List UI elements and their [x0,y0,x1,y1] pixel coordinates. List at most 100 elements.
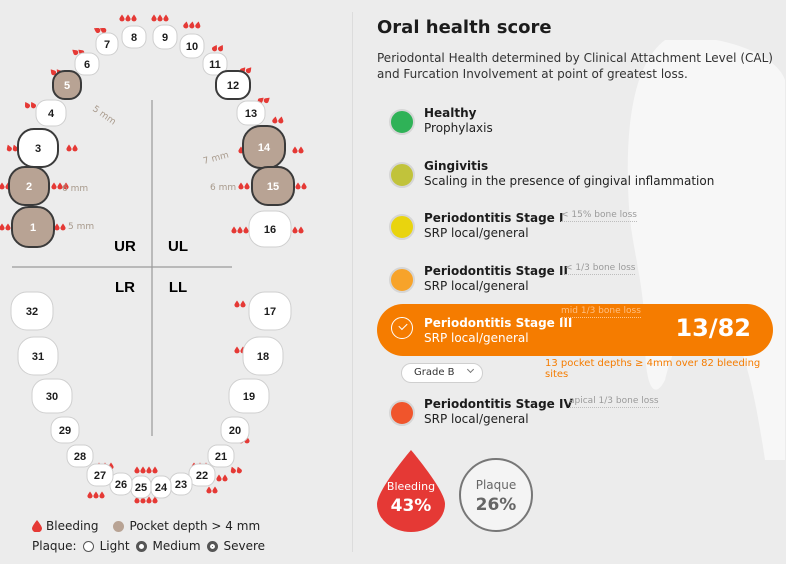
stage-periodontitis-4[interactable]: Periodontitis Stage IV SRP local/general… [377,388,773,440]
bleeding-dot [237,226,243,234]
bleeding-dot [217,44,223,52]
bleeding-dot [240,300,246,308]
tooth-number: 17 [264,306,276,318]
tooth-29[interactable]: 29 [50,416,80,444]
tooth-21[interactable]: 21 [207,444,235,468]
tooth-10[interactable]: 10 [179,33,205,59]
tooth-26[interactable]: 26 [109,472,133,496]
bleeding-dot [134,466,140,474]
bleeding-dot [51,182,57,190]
bleeding-dot [146,496,152,504]
bleeding-dot [25,101,31,109]
tooth-number: 1 [30,222,36,234]
quadrant-lr: LR [115,279,135,296]
pocket-label-tooth-1: 5 mm [68,222,94,232]
tooth-19[interactable]: 19 [228,378,270,414]
tooth-14[interactable]: 14 [242,125,286,169]
gingivitis-status-dot [389,162,415,188]
tooth-shape [251,166,295,206]
bone-loss-note: < 1/3 bone loss [565,263,636,275]
tooth-number: 32 [26,306,38,318]
bleeding-dot [292,226,298,234]
tooth-3[interactable]: 3 [17,128,59,168]
bleeding-dot [152,466,158,474]
tooth-23[interactable]: 23 [169,472,193,496]
bleeding-dot [245,67,252,74]
tooth-number: 7 [104,39,110,51]
tooth-1[interactable]: 1 [11,206,55,248]
legend-row-2: Plaque: Light Medium Severe [32,539,271,553]
stage-periodontitis-2[interactable]: Periodontitis Stage II SRP local/general… [377,255,773,307]
bleeding-dot [131,14,137,22]
stage-periodontitis-3[interactable]: Periodontitis Stage III SRP local/genera… [377,304,773,356]
tooth-number: 11 [209,59,221,71]
tooth-25[interactable]: 25 [130,475,152,499]
tooth-22[interactable]: 22 [188,463,216,487]
stage-healthy[interactable]: Healthy Prophylaxis [377,97,773,149]
tooth-shape [35,99,67,127]
tooth-32[interactable]: 32 [10,291,54,331]
tooth-shape [248,210,292,248]
tooth-27[interactable]: 27 [86,463,114,487]
bleeding-dot [272,116,278,124]
tooth-shape [66,444,94,468]
bleeding-dot [87,491,93,499]
tooth-11[interactable]: 11 [202,52,228,76]
tooth-17[interactable]: 17 [248,291,292,331]
stage-name: Periodontitis Stage II [424,264,568,278]
tooth-5[interactable]: 5 [52,70,82,100]
bleeding-dot [99,28,107,34]
grade-value: Grade B [414,367,455,378]
bleeding-dot [151,14,157,22]
tooth-18[interactable]: 18 [242,336,284,376]
tooth-7[interactable]: 7 [95,32,119,56]
tooth-15[interactable]: 15 [251,166,295,206]
tooth-28[interactable]: 28 [66,444,94,468]
bleeding-dot [298,146,304,154]
panel-description: Periodontal Health determined by Clinica… [377,51,773,81]
bleeding-dot [50,69,57,76]
tooth-2[interactable]: 2 [8,166,50,206]
blood-drop-icon [32,520,42,532]
stage-name: Periodontitis Stage III [424,316,573,330]
tooth-4[interactable]: 4 [35,99,67,127]
tooth-shape [50,416,80,444]
tooth-shape [152,24,178,50]
tooth-shape [207,444,235,468]
tooth-12[interactable]: 12 [215,70,251,100]
bleeding-dot [206,486,212,494]
legend-row-1: Bleeding Pocket depth > 4 mm [32,519,266,533]
tooth-shape [17,336,59,376]
tooth-31[interactable]: 31 [17,336,59,376]
tooth-8[interactable]: 8 [121,25,147,49]
bleeding-dot [0,182,5,190]
pocket-label-tooth-14: 7 mm [202,150,230,166]
stage-gingivitis[interactable]: Gingivitis Scaling in the presence of gi… [377,150,773,202]
bleeding-dot [6,144,12,152]
tooth-6[interactable]: 6 [74,52,100,76]
tooth-number: 30 [46,391,58,403]
stage-name: Periodontitis Stage I [424,211,564,225]
stage-treatment: SRP local/general [424,331,529,345]
bleeding-dot [0,223,5,231]
score-explanation: 13 pocket depths ≥ 4mm over 82 bleeding … [545,358,761,380]
bleeding-dot [93,28,101,34]
tooth-16[interactable]: 16 [248,210,292,248]
tooth-13[interactable]: 13 [236,100,266,126]
stage-4-status-dot [389,400,415,426]
grade-dropdown[interactable]: Grade B [401,363,483,383]
stage-periodontitis-1[interactable]: Periodontitis Stage I SRP local/general … [377,202,773,254]
bone-loss-note: apical 1/3 bone loss [569,396,659,408]
pocket-label-tooth-2: 6 mm [62,184,88,194]
bleeding-dot [222,474,228,482]
tooth-20[interactable]: 20 [220,416,250,444]
blood-drop-icon [377,450,445,532]
tooth-shape [228,378,270,414]
tooth-24[interactable]: 24 [150,475,172,499]
plaque-light-icon [82,540,94,552]
tooth-30[interactable]: 30 [31,378,73,414]
tooth-9[interactable]: 9 [152,24,178,50]
bleeding-dot [152,496,158,504]
